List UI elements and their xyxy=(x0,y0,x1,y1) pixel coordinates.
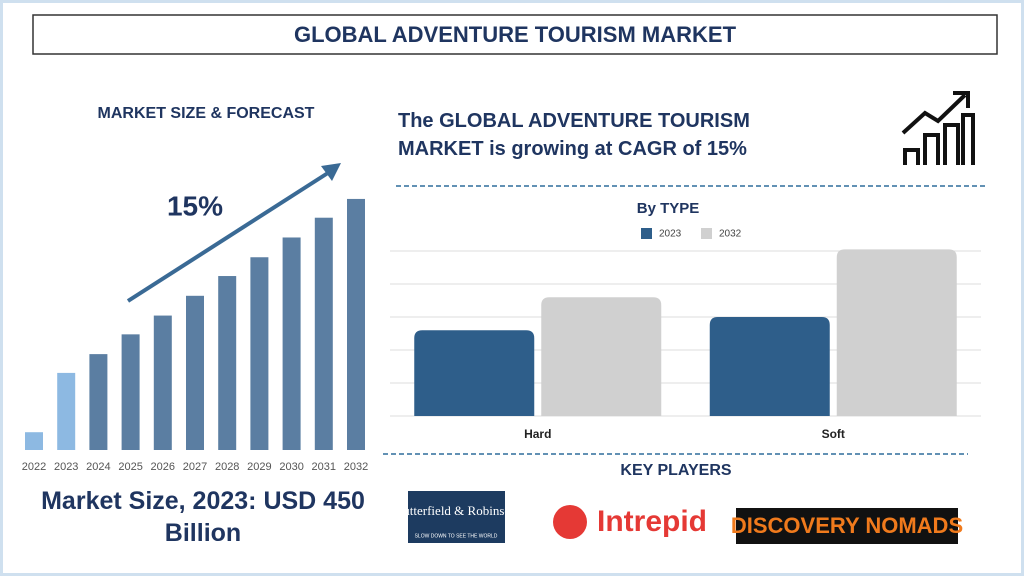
legend-label: 2023 xyxy=(659,229,682,240)
bar xyxy=(25,432,43,450)
canvas: GLOBAL ADVENTURE TOURISM MARKET MARKET S… xyxy=(22,14,998,544)
x-tick-label: Hard xyxy=(524,427,551,441)
legend-swatch xyxy=(701,228,712,239)
x-tick-label: 2024 xyxy=(86,461,110,473)
logo-tagline: SLOW DOWN TO SEE THE WORLD xyxy=(415,533,498,539)
x-tick-label: 2031 xyxy=(312,461,336,473)
bar xyxy=(282,237,301,450)
bar xyxy=(121,334,140,450)
logo-text: Intrepid xyxy=(597,505,707,538)
bar xyxy=(250,257,269,450)
bar xyxy=(218,276,237,450)
x-tick-label: 2027 xyxy=(183,461,207,473)
title-box xyxy=(32,14,998,55)
legend-swatch xyxy=(641,228,652,239)
bar xyxy=(314,217,333,450)
x-tick-label: 2028 xyxy=(215,461,239,473)
x-tick-label: 2030 xyxy=(279,461,303,473)
x-tick-label: 2032 xyxy=(344,461,368,473)
chart-title: MARKET SIZE & FORECAST xyxy=(98,105,315,122)
bar xyxy=(57,372,76,450)
logo-box xyxy=(736,508,958,544)
bar xyxy=(541,297,662,416)
bar xyxy=(347,198,365,450)
trend-arrow xyxy=(126,169,333,303)
bar xyxy=(186,295,204,450)
x-tick-label: 2025 xyxy=(118,461,142,473)
market-size: Market Size, 2023: USD 450 Billion xyxy=(41,487,365,547)
x-tick-label: 2026 xyxy=(151,461,175,473)
logo-text: Butterfield & Robinson xyxy=(395,503,518,518)
section-title: KEY PLAYERS xyxy=(620,462,731,479)
chart-title: By TYPE xyxy=(637,200,700,217)
x-tick-label: 2029 xyxy=(247,461,271,473)
arrow-head xyxy=(321,163,341,181)
bar xyxy=(89,354,108,450)
logo-text: DISCOVERY NOMADS xyxy=(731,513,963,538)
bar xyxy=(414,330,535,416)
x-tick-label: 2023 xyxy=(54,461,78,473)
bar xyxy=(836,249,957,416)
page-title: GLOBAL ADVENTURE TOURISM MARKET xyxy=(294,22,737,47)
growth-icon xyxy=(901,91,975,165)
bar xyxy=(153,315,172,450)
logo-icon xyxy=(553,505,587,539)
x-tick-label: Soft xyxy=(822,427,845,441)
legend-label: 2032 xyxy=(719,229,742,240)
x-tick-label: 2022 xyxy=(22,461,46,473)
logo-box xyxy=(408,491,505,543)
bar xyxy=(709,317,830,416)
annotation: 15% xyxy=(167,190,223,221)
cagr-text: The GLOBAL ADVENTURE TOURISM MARKET is g… xyxy=(398,110,750,160)
